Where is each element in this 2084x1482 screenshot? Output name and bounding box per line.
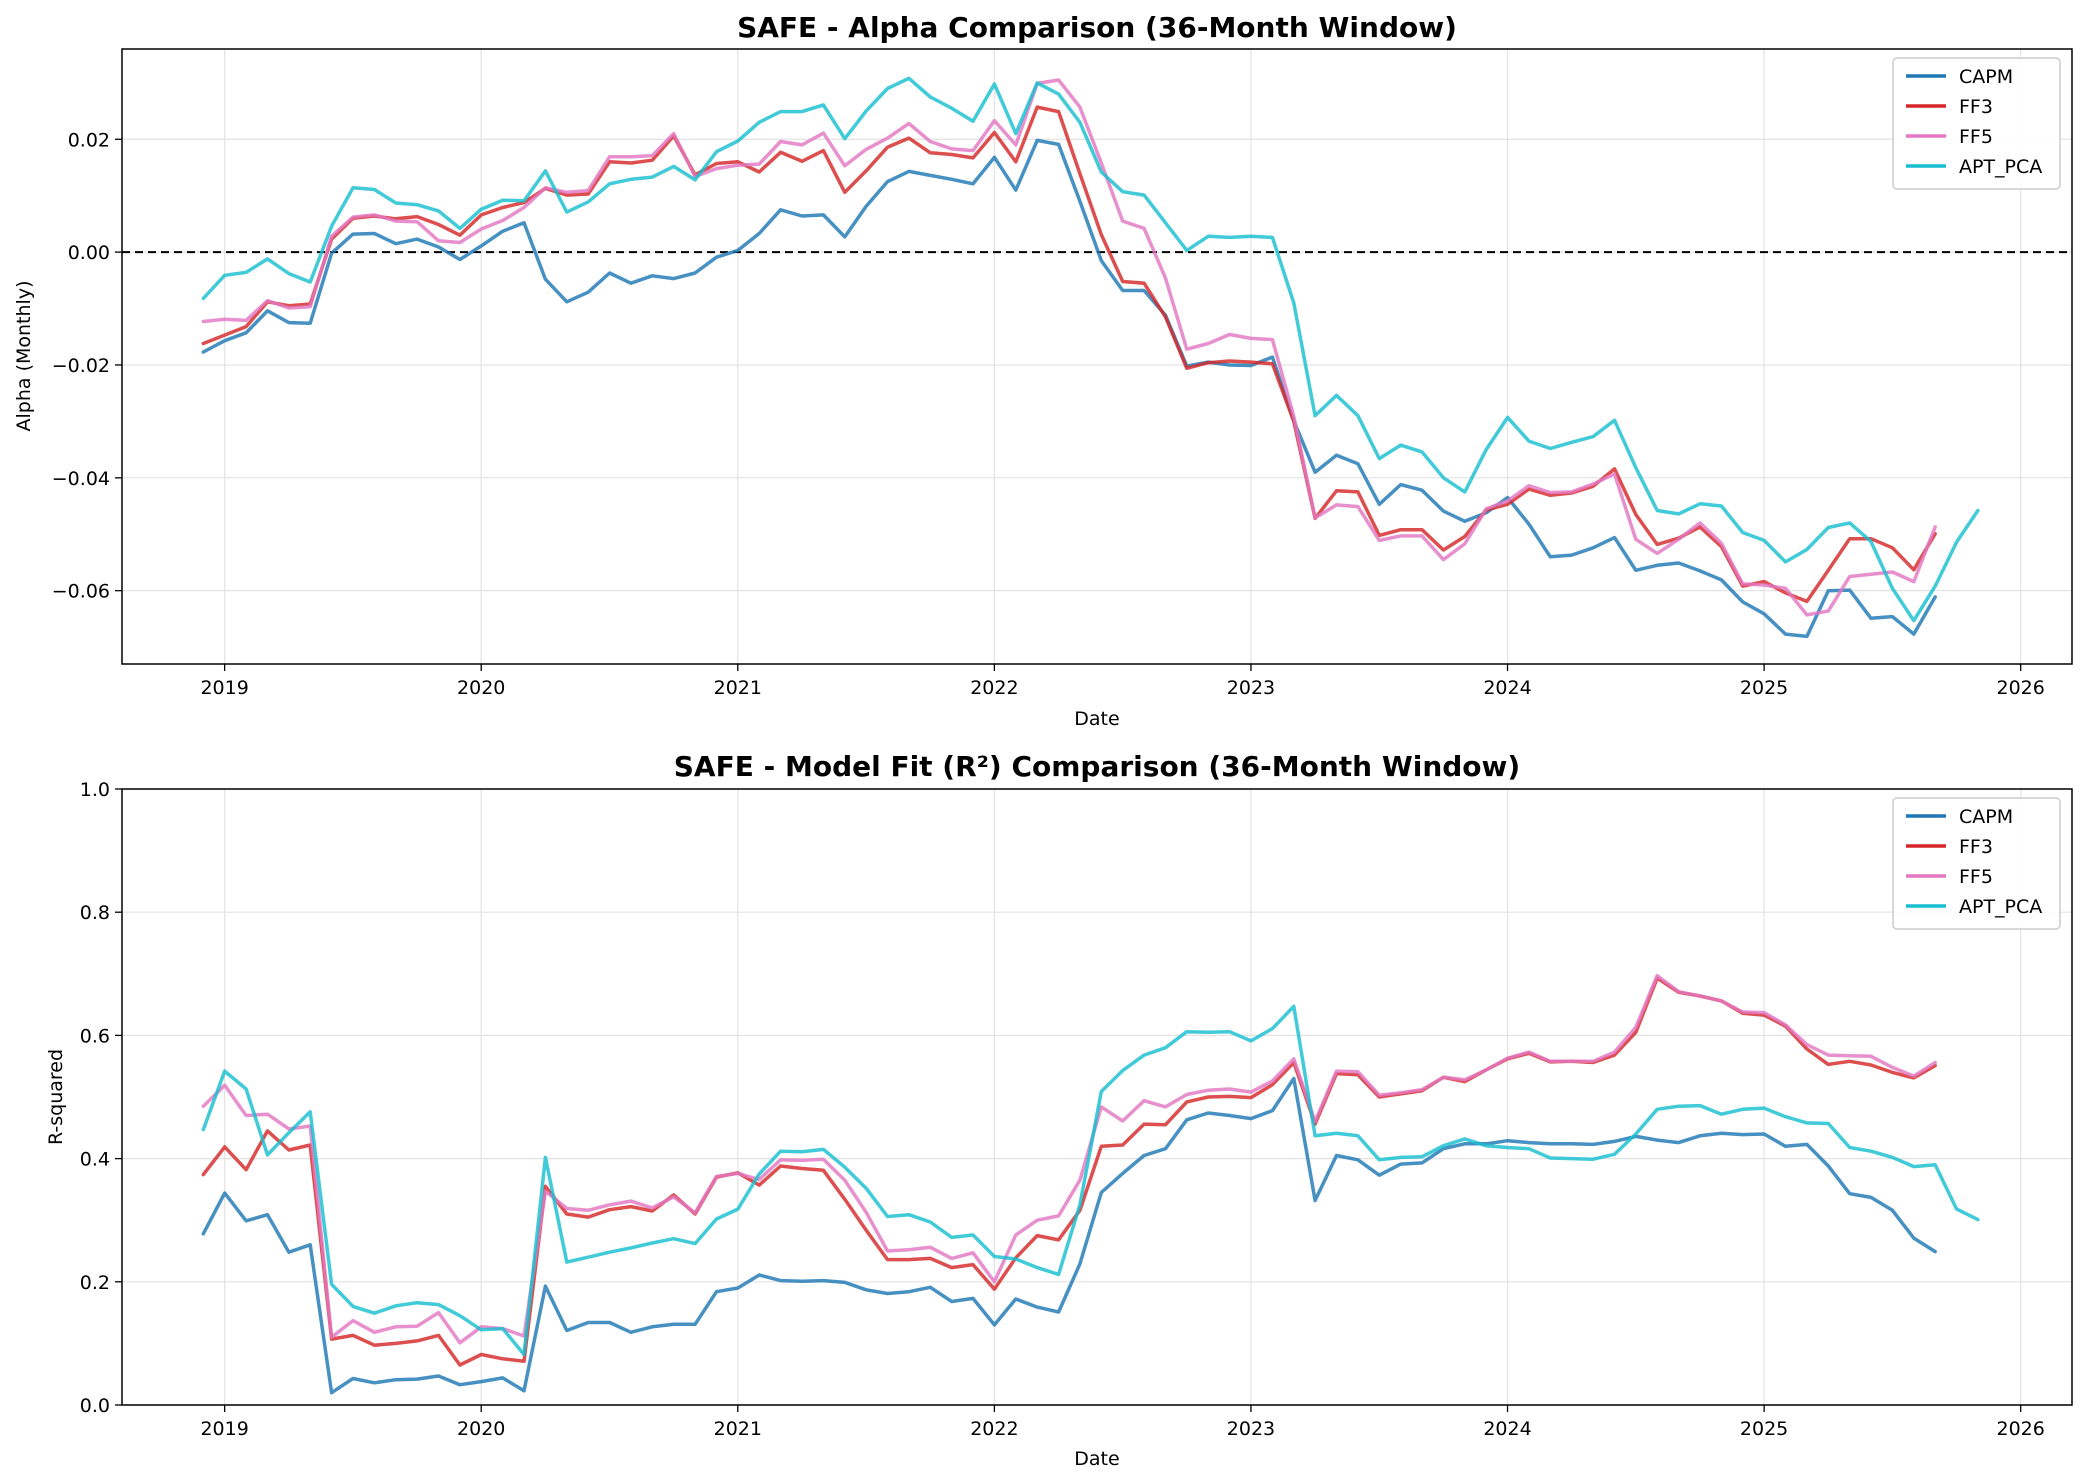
y-tick-label: 0.02: [68, 129, 110, 151]
legend: CAPM FF3 FF5 APT_PCA: [1892, 57, 2061, 190]
series-line-apt-pca: [201, 1004, 1980, 1357]
y-tick-label: 0.2: [80, 1272, 110, 1294]
y-tick-label: 0.00: [68, 242, 110, 264]
x-tick-label: 2024: [1483, 677, 1531, 699]
x-tick-label: 2024: [1483, 1418, 1531, 1440]
tick-layer: 2019 2020 2021 2022 2023 2024 2025 2026 −0.06 −0.…: [52, 129, 2045, 699]
y-tick-label: 0.8: [80, 902, 110, 924]
series-line-ff3: [201, 105, 1937, 604]
x-tick-label: 2020: [457, 677, 505, 699]
legend-label: APT_PCA: [1959, 156, 2042, 178]
plot-frame: [121, 48, 2073, 665]
series-line-ff5: [201, 78, 1937, 617]
x-tick-label: 2019: [200, 677, 248, 699]
legend-box: [1892, 57, 2061, 190]
x-tick-label: 2023: [1227, 1418, 1275, 1440]
x-tick-label: 2019: [200, 1418, 248, 1440]
y-tick-label: 0.0: [80, 1395, 110, 1417]
chart-title: SAFE - Alpha Comparison (36-Month Window…: [737, 11, 1457, 44]
y-tick-label: 0.6: [80, 1025, 110, 1047]
series-line-capm: [201, 138, 1937, 639]
x-axis-label: Date: [1074, 1448, 1119, 1470]
x-tick-label: 2025: [1740, 1418, 1788, 1440]
legend-label: CAPM: [1959, 806, 2013, 828]
legend-label: CAPM: [1959, 66, 2013, 88]
series-line-capm: [201, 1076, 1937, 1395]
y-tick-label: −0.04: [52, 468, 110, 490]
x-tick-label: 2022: [970, 1418, 1018, 1440]
x-tick-label: 2026: [1997, 1418, 2045, 1440]
legend-label: FF3: [1959, 96, 1993, 118]
tick-layer: 2019 2020 2021 2022 2023 2024 2025 2026 0.0 0.2 0.…: [80, 779, 2045, 1440]
legend-box: [1892, 797, 2061, 930]
x-axis-label: Date: [1074, 708, 1119, 730]
chart-title: SAFE - Model Fit (R²) Comparison (36-Mon…: [674, 750, 1520, 783]
y-axis-label: Alpha (Monthly): [13, 281, 35, 432]
series-layer: [201, 973, 1980, 1395]
legend-label: FF5: [1959, 126, 1993, 148]
series-line-apt-pca: [201, 76, 1980, 623]
y-tick-label: 1.0: [80, 779, 110, 801]
y-axis-label: R-squared: [45, 1049, 67, 1145]
y-tick-label: −0.02: [52, 355, 110, 377]
x-tick-label: 2022: [970, 677, 1018, 699]
plot-area: [122, 789, 2072, 1405]
x-tick-label: 2021: [714, 677, 762, 699]
y-tick-label: −0.06: [52, 581, 110, 603]
alpha-chart: SAFE - Alpha Comparison (36-Month Window…: [13, 11, 2073, 730]
x-tick-label: 2020: [457, 1418, 505, 1440]
x-tick-label: 2023: [1227, 677, 1275, 699]
plot-frame: [121, 788, 2073, 1406]
y-tick-label: 0.4: [80, 1149, 110, 1171]
legend-label: FF3: [1959, 836, 1993, 858]
x-tick-label: 2021: [714, 1418, 762, 1440]
legend-label: FF5: [1959, 866, 1993, 888]
legend: CAPM FF3 FF5 APT_PCA: [1892, 797, 2061, 930]
legend-label: APT_PCA: [1959, 896, 2042, 918]
r-squared-chart: SAFE - Model Fit (R²) Comparison (36-Mon…: [45, 750, 2073, 1470]
plot-area: [122, 49, 2072, 664]
series-layer: [201, 76, 1980, 639]
x-tick-label: 2026: [1997, 677, 2045, 699]
x-tick-label: 2025: [1740, 677, 1788, 699]
